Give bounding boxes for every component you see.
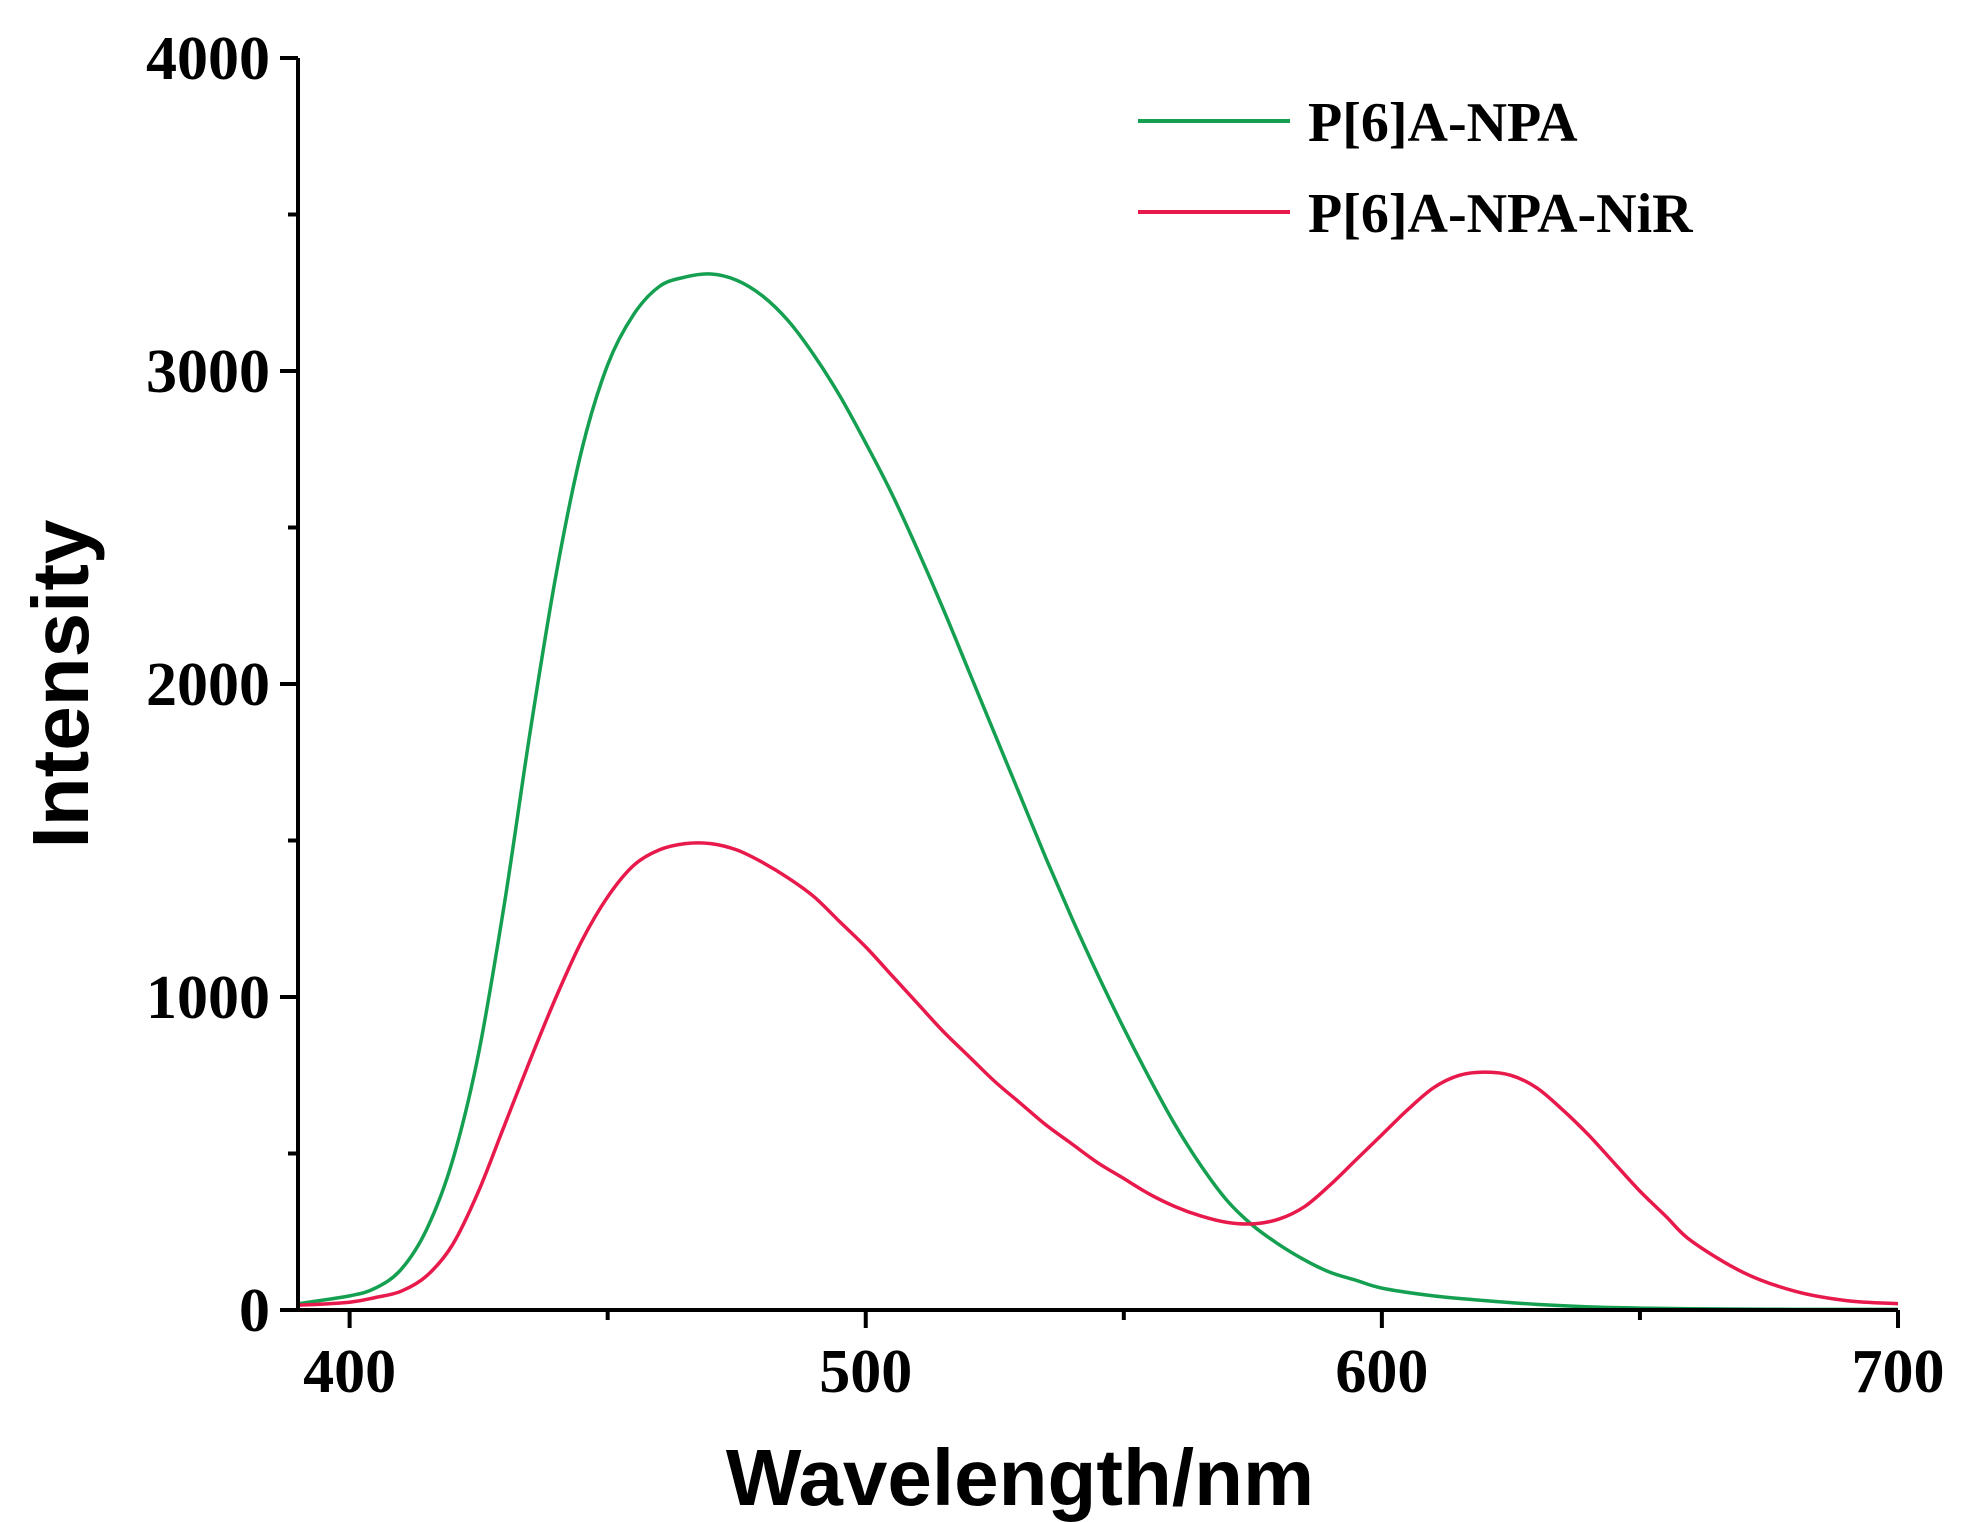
y-tick-label: 4000 <box>146 25 270 93</box>
x-tick-label: 700 <box>1852 1338 1945 1406</box>
y-tick-label: 1000 <box>146 964 270 1032</box>
x-tick-label: 400 <box>303 1338 396 1406</box>
legend-label-p6a-npa: P[6]A-NPA <box>1308 92 1578 154</box>
y-tick-label: 3000 <box>146 338 270 406</box>
x-axis-title: Wavelength/nm <box>726 1433 1314 1522</box>
x-ticks <box>347 1310 1900 1328</box>
series-line-p6a-npa-nir <box>297 841 1899 1308</box>
y-ticks <box>280 56 298 1312</box>
y-tick-label: 2000 <box>146 651 270 719</box>
legend-label-p6a-npa-nir: P[6]A-NPA-NiR <box>1308 183 1693 245</box>
series-line-p6a-npa <box>297 272 1898 1312</box>
plot-series <box>297 272 1899 1312</box>
legend: P[6]A-NPA P[6]A-NPA-NiR <box>1138 92 1693 245</box>
y-tick-label: 0 <box>239 1277 270 1345</box>
x-tick-label: 600 <box>1335 1338 1428 1406</box>
y-axis-title: Intensity <box>16 519 105 848</box>
x-tick-label: 500 <box>819 1338 912 1406</box>
